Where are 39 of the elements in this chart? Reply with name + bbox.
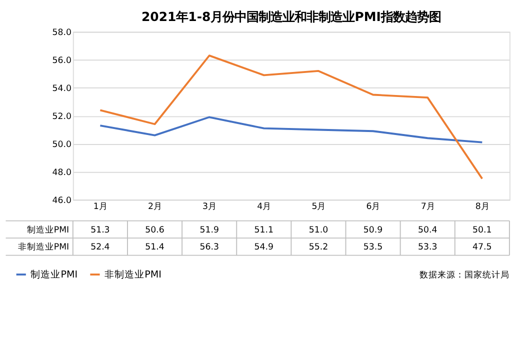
data-label: 54.9	[254, 242, 274, 253]
data-label: 53.5	[363, 242, 383, 253]
y-tick-label: 50.0	[52, 140, 72, 150]
data-label: 51.9	[200, 225, 219, 236]
source-note: 数据来源：国家统计局	[419, 269, 510, 280]
data-label: 51.3	[90, 225, 110, 236]
y-tick-label: 52.0	[52, 112, 72, 122]
y-tick-label: 56.0	[52, 56, 72, 66]
data-label: 53.3	[418, 242, 438, 253]
y-tick-label: 46.0	[52, 196, 72, 206]
x-tick-label: 4月	[257, 202, 272, 212]
data-label: 50.4	[418, 225, 438, 236]
x-tick-label: 1月	[93, 202, 108, 212]
y-tick-label: 48.0	[52, 168, 72, 178]
line-series	[99, 116, 484, 144]
x-tick-label: 3月	[202, 202, 218, 212]
data-label: 50.1	[472, 225, 492, 236]
line-series	[99, 54, 484, 180]
x-tick-label: 6月	[366, 202, 381, 212]
x-tick-label: 7月	[420, 202, 436, 212]
data-label: 51.4	[145, 242, 164, 253]
data-label: 51.1	[254, 225, 274, 236]
chart-title: 2021年1-8月份中国制造业和非制造业PMI指数趋势图	[141, 9, 441, 24]
y-tick-label: 54.0	[52, 84, 72, 94]
data-label: 50.9	[363, 225, 383, 236]
text: 非制造业PMI	[18, 242, 70, 253]
y-tick-label: 58.0	[52, 28, 72, 38]
data-label: 52.4	[90, 242, 110, 253]
data-label: 51.0	[308, 225, 328, 236]
x-tick-label: 8月	[475, 202, 490, 212]
data-label: 55.2	[308, 242, 328, 253]
text: 制造业PMI	[26, 225, 70, 236]
x-tick-label: 5月	[312, 202, 326, 212]
data-label: 56.3	[200, 242, 219, 253]
x-tick-label: 2月	[148, 202, 162, 212]
legend-label: 非制造业PMI	[104, 268, 162, 280]
legend-label: 制造业PMI	[30, 268, 78, 280]
data-label: 50.6	[145, 225, 164, 236]
data-label: 47.5	[472, 242, 492, 253]
